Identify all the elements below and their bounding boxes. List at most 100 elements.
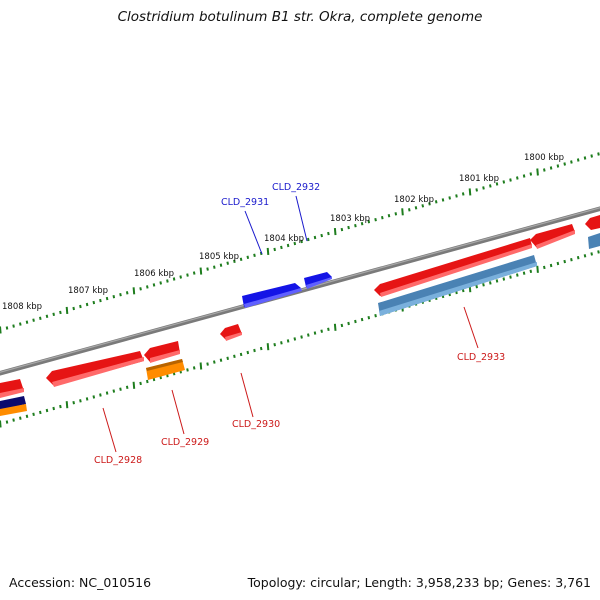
outer-minor-tick	[59, 310, 62, 315]
outer-minor-tick	[85, 302, 89, 307]
scale-label-1807: 1807 kbp	[68, 286, 108, 296]
outer-major-tick	[199, 267, 203, 275]
inner-minor-tick	[327, 327, 330, 331]
gene-cld-2932[interactable]	[304, 272, 332, 287]
inner-minor-tick	[597, 250, 600, 254]
outer-minor-tick	[92, 300, 96, 305]
inner-minor-tick	[45, 408, 49, 413]
gene-cld-2930-shadow	[225, 332, 242, 341]
outer-minor-tick	[286, 243, 290, 248]
leader-lines	[102, 195, 479, 453]
inner-major-tick	[199, 362, 203, 370]
other-features	[0, 233, 600, 416]
feature-right-rna[interactable]	[588, 233, 600, 249]
inner-major-tick	[132, 381, 136, 389]
outer-major-tick	[333, 228, 337, 236]
outer-minor-tick	[105, 296, 109, 301]
feature-left-navy[interactable]	[0, 396, 26, 410]
inner-minor-tick	[112, 389, 116, 393]
inner-minor-tick	[516, 273, 519, 277]
outer-minor-tick	[119, 293, 122, 297]
outer-minor-tick	[563, 162, 566, 166]
outer-minor-tick	[159, 281, 162, 285]
gene-cld-2929-red[interactable]	[144, 341, 180, 362]
inner-minor-tick	[300, 335, 303, 339]
inner-minor-tick	[206, 362, 209, 366]
inner-major-tick	[0, 420, 2, 428]
outer-minor-tick	[394, 212, 398, 216]
outer-minor-tick	[516, 176, 519, 180]
outer-minor-tick	[367, 220, 371, 224]
gene-label-cld-2929: CLD_2929	[161, 437, 209, 448]
outer-minor-tick	[448, 196, 451, 200]
inner-minor-tick	[320, 329, 323, 333]
inner-minor-tick	[186, 368, 189, 372]
inner-minor-tick	[590, 252, 593, 256]
inner-minor-tick	[502, 277, 506, 281]
inner-minor-tick	[239, 352, 243, 357]
outer-minor-tick	[495, 182, 499, 186]
outer-minor-tick	[583, 156, 587, 160]
inner-minor-tick	[482, 283, 485, 287]
leader-cld-2929	[171, 389, 185, 435]
outer-minor-tick	[387, 214, 391, 218]
inner-minor-tick	[374, 314, 377, 318]
outer-minor-tick	[408, 208, 411, 212]
gene-cld-2933[interactable]	[374, 238, 532, 296]
outer-minor-tick	[45, 314, 49, 318]
outer-minor-tick	[441, 198, 445, 202]
inner-minor-tick	[226, 356, 229, 360]
outer-major-tick	[132, 287, 136, 295]
gene-left-edge-shadow	[0, 388, 24, 398]
outer-minor-tick	[327, 231, 330, 236]
gene-right-a[interactable]	[530, 224, 575, 248]
inner-minor-tick	[259, 346, 263, 351]
outer-minor-tick	[313, 235, 317, 240]
outer-major-tick	[536, 168, 539, 176]
outer-minor-tick	[421, 204, 425, 208]
inner-major-tick	[65, 401, 69, 409]
inner-minor-tick	[583, 254, 587, 258]
inner-minor-tick	[347, 321, 350, 326]
leader-cld-2928	[102, 407, 117, 453]
outer-minor-tick	[239, 257, 243, 261]
inner-minor-tick	[233, 354, 236, 358]
outer-minor-tick	[12, 324, 15, 328]
inner-minor-tick	[139, 381, 142, 386]
gene-label-cld-2931: CLD_2931	[221, 197, 269, 208]
outer-minor-tick	[273, 247, 276, 252]
inner-minor-tick	[286, 339, 290, 343]
inner-minor-tick	[313, 331, 317, 335]
genome-stats-text: Topology: circular; Length: 3,958,233 bp…	[247, 575, 591, 590]
outer-minor-tick	[19, 322, 22, 326]
inner-minor-tick	[280, 341, 283, 345]
outer-minor-tick	[597, 152, 600, 156]
forward-genes	[242, 272, 332, 308]
scale-label-1808: 1808 kbp	[2, 302, 42, 312]
feature-cld-2929-orange-top	[146, 359, 183, 371]
leader-cld-2933	[463, 306, 479, 349]
outer-minor-tick	[576, 158, 580, 162]
feature-left-orange[interactable]	[0, 404, 27, 416]
inner-minor-tick	[340, 323, 344, 328]
outer-minor-tick	[522, 174, 526, 178]
inner-minor-tick	[19, 416, 22, 420]
outer-minor-tick	[455, 194, 458, 198]
inner-minor-tick	[475, 285, 478, 289]
outer-minor-tick	[320, 233, 323, 238]
outer-minor-tick	[139, 287, 142, 291]
gene-cld-2928-shadow	[52, 357, 144, 387]
outer-minor-tick	[556, 164, 560, 168]
feature-cld-2929-orange[interactable]	[146, 359, 185, 380]
inner-minor-tick	[563, 259, 566, 264]
outer-minor-tick	[381, 216, 384, 220]
gene-right-b[interactable]	[585, 215, 600, 230]
accession-text: Accession: NC_010516	[9, 575, 152, 590]
inner-minor-tick	[219, 358, 223, 362]
gene-cld-2932-shadow	[306, 277, 332, 289]
inner-minor-tick	[52, 406, 55, 411]
outer-minor-tick	[112, 295, 116, 299]
scale-label-1806: 1806 kbp	[134, 269, 174, 279]
inner-minor-tick	[576, 256, 580, 260]
outer-minor-tick	[39, 316, 42, 320]
